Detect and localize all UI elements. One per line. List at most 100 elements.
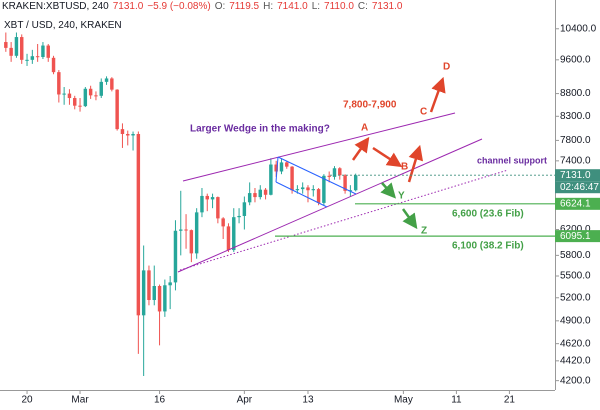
y-tick-label: 7800.0 [560,135,591,146]
candle-body [73,98,77,106]
candle-body [194,212,199,254]
candle-body [67,93,72,99]
price-badge [555,197,600,210]
candle-body [30,56,35,60]
candle-body [311,189,316,191]
header-item: O: [214,1,226,12]
y-tick-label: 7400.0 [560,155,591,166]
candle-body [327,175,331,177]
y-tick-label: 9600.0 [560,54,591,65]
annotation: 7,800-7,900 [343,100,397,111]
annotation: 6,100 (38.2 Fib) [452,241,524,252]
header-item: 7131.0 [371,1,403,12]
candle-body [41,45,45,58]
wedge-upper [182,112,456,182]
price-badge [555,230,600,243]
y-tick-label: 4200.0 [560,375,591,386]
price-badge-label: 6624.1 [560,198,591,209]
drawings [177,112,509,273]
candle-body [200,195,204,213]
candle-body [279,162,284,172]
y-tick-label: 8300.0 [560,111,591,122]
candle-body [247,193,252,203]
header-item: −5.9 (−0.08%) [147,1,211,12]
y-tick-label: 4900.0 [560,315,591,326]
annotation: Z [421,226,427,237]
candle-body [348,190,353,192]
candle-body [9,47,13,56]
wedge-lower [177,138,483,273]
candle-body [274,164,278,172]
channel-support [179,169,509,271]
arrow [380,182,397,199]
candle-body [290,166,294,191]
candle-body [306,187,310,191]
candle-body [242,202,247,216]
x-tick-label: Mar [71,395,89,406]
x-tick-label: 21 [504,395,516,406]
candle-body [226,226,231,251]
candle-body [163,285,167,312]
symbol-header: KRAKEN:XBTUSD, 240 7131.0 −5.9 (−0.08%) O: 7… [2,1,403,12]
candle-body [104,78,109,82]
annotation: 6,600 (23.6 Fib) [452,209,524,220]
candle-body [332,168,337,177]
candle-body [4,42,8,48]
annotation: Y [398,191,405,202]
candle-body [136,133,141,316]
candle-body [253,193,257,198]
candle-body [25,59,29,61]
candle-body [57,72,61,95]
arrow [351,136,370,161]
header-item: 7131.0 [112,1,144,12]
header-item: 7141.0 [277,1,308,12]
x-tick-label: May [394,395,413,406]
candle-body [35,56,40,58]
candle-body [258,189,262,198]
price-badge-label: 7131.0 [560,170,591,181]
flag-edge [275,156,279,183]
price-badge-label: 6095.1 [560,231,591,242]
flag-upper [277,156,357,195]
candle-body [20,37,24,60]
candle-body [147,270,151,301]
candle-body [221,218,225,227]
candle-body [62,93,66,95]
y-tick-label: 6200.0 [560,224,591,235]
flag-lower [275,181,328,208]
header-item: KRAKEN:XBTUSD, 240 [2,1,109,12]
header-item: 7110.0 [324,1,354,12]
x-tick-label: 13 [302,395,314,406]
annotation: A [361,123,368,134]
candle-body [295,189,300,191]
header-item: H: [263,1,274,12]
candle-body [232,217,236,251]
x-tick-label: 20 [21,395,33,406]
x-tick-label: 11 [451,395,462,406]
candle-body [131,133,135,136]
candle-body [115,89,119,130]
candle-body [338,168,342,176]
y-tick-label: 4620.0 [560,338,591,349]
candle-body [184,229,188,231]
candle-body [157,286,162,312]
candle-body [152,286,156,301]
candle-body [88,88,93,96]
candle-body [141,270,146,316]
candle-body [300,187,305,190]
arrow [401,208,418,230]
price-badge [555,169,600,182]
candle-body [120,129,125,134]
countdown-badge [555,181,600,194]
candle-body [205,195,209,200]
candle-body [99,81,103,96]
candle-body [353,175,358,191]
candle-body [210,197,215,200]
annotation: Larger Wedge in the making? [190,124,330,135]
candle-body [285,162,289,167]
header-item: 7119.5 [229,1,260,12]
candle-body [83,88,88,107]
